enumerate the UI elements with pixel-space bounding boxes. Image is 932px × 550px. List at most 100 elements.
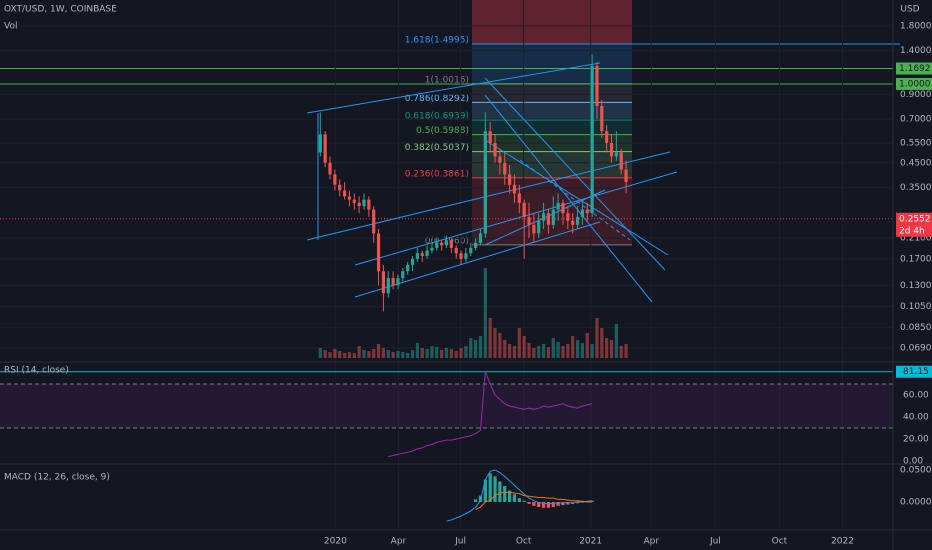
volume-bar: [605, 338, 609, 358]
candle-body: [474, 242, 478, 248]
y-tick-label: 0.0850: [900, 323, 932, 333]
volume-bar: [488, 318, 492, 358]
fib-label: 0.236(0.3861): [405, 169, 469, 179]
channel-line: [354, 171, 678, 266]
macd-histogram-bar: [517, 498, 521, 502]
volume-bar: [454, 351, 458, 358]
rsi-band-fill: [0, 384, 893, 428]
macd-histogram-bar: [483, 479, 487, 502]
x-tick-label: Jul: [709, 537, 721, 547]
candle-body: [595, 65, 599, 106]
candle-body: [333, 174, 337, 185]
candle-body: [522, 202, 526, 217]
rsi-tick-label: 20.00: [903, 435, 929, 445]
volume-bar: [323, 350, 327, 358]
volume-bar: [585, 333, 589, 358]
x-tick-label: Jul: [454, 537, 466, 547]
volume-bar: [551, 338, 555, 358]
candle-body: [498, 156, 502, 163]
rsi-last-label: 81.15: [903, 367, 929, 377]
volume-bar: [440, 350, 444, 358]
macd-label: MACD (12, 26, close, 9): [4, 473, 110, 483]
trend-line: [484, 94, 653, 303]
candle-body: [532, 224, 536, 234]
macd-histogram-bar: [488, 473, 492, 502]
candle-body: [435, 242, 439, 248]
candle-body: [444, 240, 449, 246]
macd-histogram-bar: [551, 501, 555, 508]
macd-histogram-bar: [590, 500, 594, 502]
volume-bar: [580, 343, 584, 358]
x-tick-label: 2021: [579, 537, 602, 547]
candle-body: [391, 278, 395, 286]
price-tag: [896, 77, 932, 90]
candle-body: [362, 199, 366, 207]
volume-bar: [444, 348, 449, 358]
fib-label: 0.382(0.5037): [405, 143, 469, 153]
volume-bar: [357, 346, 361, 358]
fib-label: 1(1.0016): [425, 75, 469, 85]
candle-body: [600, 105, 604, 132]
volume-bar: [406, 353, 410, 358]
fib-band: [472, 83, 632, 103]
candle-body: [342, 190, 347, 197]
volume-bar: [352, 353, 356, 358]
volume-bar: [512, 346, 517, 358]
volume-bar: [541, 344, 546, 358]
volume-bar: [469, 338, 473, 358]
current-price-label: 0.2552: [899, 214, 931, 224]
volume-bar: [507, 344, 512, 358]
candle-body: [624, 169, 628, 183]
channel-line: [306, 62, 601, 114]
volume-layer: [318, 268, 628, 358]
indicators-layer: [0, 371, 893, 522]
fib-label: 0.618(0.6939): [405, 112, 469, 122]
currency-label: USD: [900, 5, 919, 15]
macd-histogram-bar: [522, 500, 526, 502]
y-tick-label: 0.2100: [900, 234, 932, 244]
volume-bar: [590, 344, 594, 358]
volume-bar: [493, 328, 497, 358]
candle-body: [571, 220, 575, 225]
macd-histogram-bar: [512, 494, 517, 502]
candle-body: [367, 199, 371, 210]
volume-bar: [566, 344, 570, 358]
candle-body: [347, 196, 352, 200]
fib-label: 0.786(0.8292): [405, 94, 469, 104]
volume-bar: [342, 353, 347, 358]
candle-body: [415, 253, 419, 259]
candle-body: [381, 271, 386, 294]
volume-bar: [459, 348, 463, 358]
volume-bar: [430, 346, 434, 358]
candle-body: [619, 152, 623, 170]
candle-body: [469, 247, 473, 254]
macd-histogram-bar: [527, 501, 531, 504]
candle-body: [541, 213, 546, 221]
rsi-tick-label: 0.00: [903, 457, 923, 467]
candle-body: [605, 131, 609, 143]
y-tick-label: 0.3500: [900, 183, 932, 193]
candle-body: [556, 202, 560, 210]
candle-body: [410, 258, 415, 265]
volume-bar: [396, 351, 400, 358]
candle-body: [551, 209, 555, 225]
trend-line: [484, 77, 666, 271]
macd-histogram-bar: [575, 501, 580, 504]
fib-label: 1.618(1.4995): [405, 35, 469, 45]
candle-body: [323, 134, 327, 163]
candle-body: [454, 247, 458, 254]
candle-body: [420, 253, 424, 257]
candle-body: [517, 193, 521, 203]
candle-body: [575, 216, 580, 225]
y-tick-label: 0.4500: [900, 158, 932, 168]
candle-body: [464, 253, 468, 259]
volume-bar: [600, 328, 604, 358]
x-tick-label: Oct: [772, 537, 788, 547]
candle-body: [406, 264, 410, 272]
candle-body: [318, 134, 322, 153]
volume-bar: [561, 346, 565, 358]
rsi-tick-label: 40.00: [903, 413, 929, 423]
volume-bar: [435, 347, 439, 358]
volume-bar: [362, 350, 366, 358]
